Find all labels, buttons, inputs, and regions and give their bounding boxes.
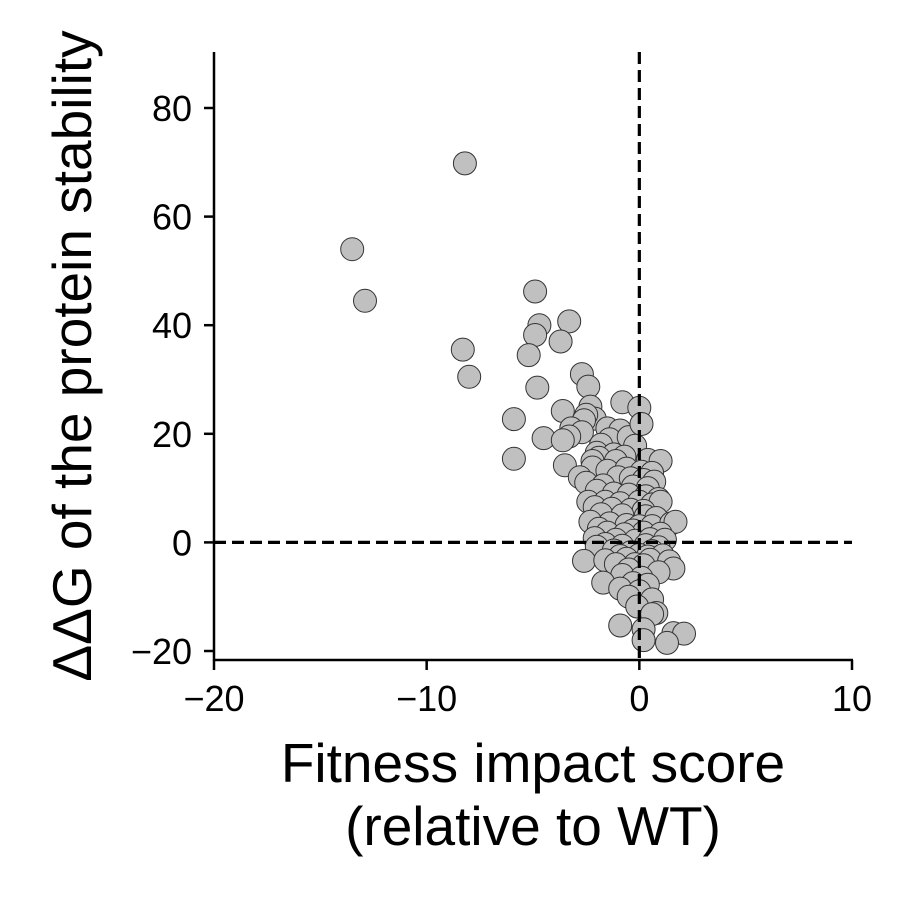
scatter-point <box>548 329 573 354</box>
axes <box>212 52 853 662</box>
x-tick-label: −20 <box>183 678 244 719</box>
y-tick-label: 40 <box>152 305 192 346</box>
points-layer <box>340 151 696 655</box>
scatter-point <box>340 237 365 262</box>
y-axis-title: ΔΔG of the protein stability <box>41 30 103 682</box>
scatter-point <box>572 548 596 573</box>
scatter-point <box>655 630 679 655</box>
scatter-point <box>608 613 633 638</box>
scatter-point <box>576 374 601 399</box>
reference-lines <box>214 52 852 660</box>
x-axis-title-line-1: Fitness impact score <box>281 732 785 794</box>
scatter-point <box>631 628 656 653</box>
scatter-point <box>501 407 526 432</box>
x-axis-title-line-2: (relative to WT) <box>345 795 721 857</box>
scatter-point <box>525 375 550 400</box>
scatter-point <box>629 412 654 436</box>
x-tick-label: 0 <box>629 678 649 719</box>
scatter-point <box>353 288 377 313</box>
scatter-point <box>523 323 548 347</box>
y-tick-label: 60 <box>152 197 192 238</box>
scatter-point <box>501 446 526 471</box>
scatter-point <box>523 279 548 304</box>
y-tick-label: −20 <box>131 631 192 672</box>
y-tick-label: 80 <box>152 88 192 129</box>
scatter-point <box>457 364 482 389</box>
scatter-point <box>452 151 477 176</box>
x-tick-label: −10 <box>396 678 457 719</box>
scatter-point <box>557 309 582 334</box>
ticks: −20 −10 0 10 −20 0 20 40 60 80 <box>131 88 872 719</box>
scatter-point <box>516 343 541 368</box>
y-tick-label: 20 <box>152 414 192 455</box>
scatter-point <box>550 428 575 453</box>
scatter-point <box>450 337 475 362</box>
x-tick-label: 10 <box>832 678 872 719</box>
y-tick-label: 0 <box>172 522 192 563</box>
